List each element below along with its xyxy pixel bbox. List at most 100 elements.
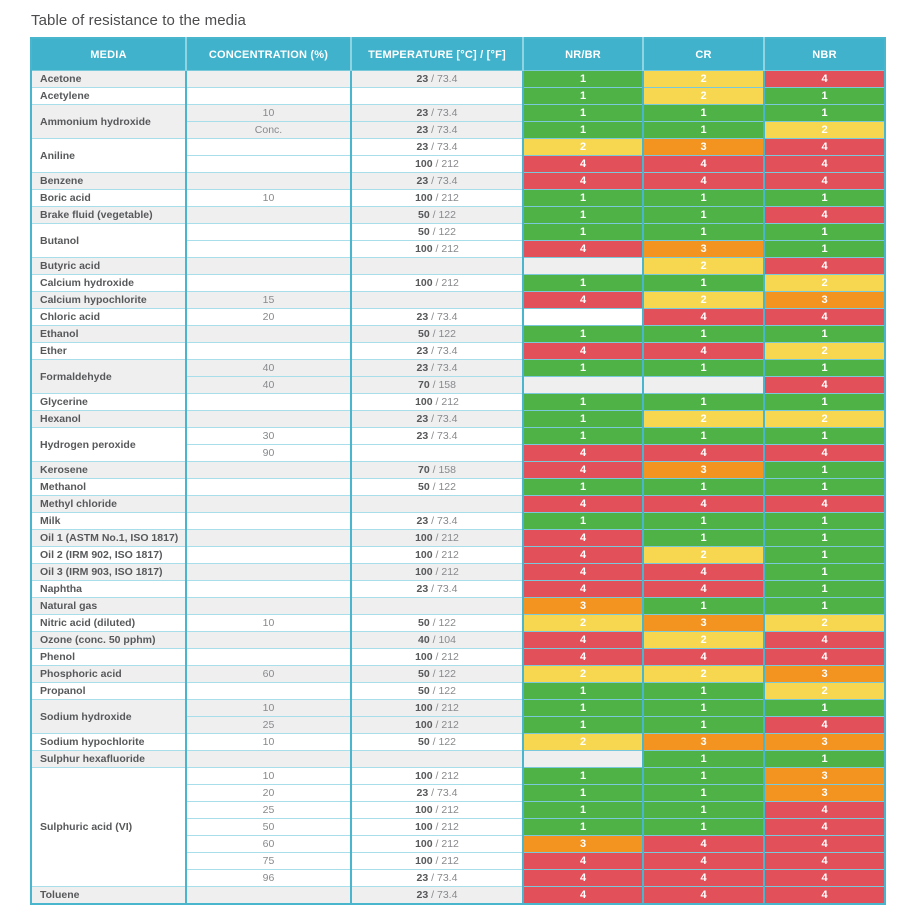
temperature-cell: 40 / 104: [351, 631, 524, 649]
rating-cell-nr-br: [523, 750, 644, 768]
table-row: 20 23 / 73.4 1 1 3: [31, 784, 885, 802]
temperature-cell: [351, 87, 524, 105]
table-row: Benzene 23 / 73.4 4 4 4: [31, 172, 885, 190]
temperature-cell: 100 / 212: [351, 852, 524, 870]
temperature-cell: 23 / 73.4: [351, 580, 524, 598]
rating-cell-cr: [643, 376, 765, 394]
rating-cell-nbr: 4: [764, 376, 885, 394]
table-row: Oil 3 (IRM 903, ISO 1817) 100 / 212 4 4 1: [31, 563, 885, 581]
table-row: 90 4 4 4: [31, 444, 885, 462]
rating-cell-nbr: 4: [764, 801, 885, 819]
rating-cell-cr: 2: [643, 410, 765, 428]
rating-cell-nbr: 4: [764, 852, 885, 870]
table-row: Glycerine 100 / 212 1 1 1: [31, 393, 885, 411]
rating-cell-cr: 1: [643, 189, 765, 207]
concentration-cell: [186, 529, 352, 547]
concentration-cell: [186, 393, 352, 411]
media-cell: Methyl chloride: [31, 495, 187, 513]
concentration-cell: [186, 886, 352, 905]
table-row: Naphtha 23 / 73.4 4 4 1: [31, 580, 885, 598]
temperature-cell: 23 / 73.4: [351, 342, 524, 360]
rating-cell-nbr: 1: [764, 580, 885, 598]
col-header-nr-br: NR/BR: [522, 38, 643, 71]
rating-cell-nr-br: 1: [523, 87, 644, 105]
concentration-cell: [186, 138, 352, 156]
rating-cell-nr-br: [523, 257, 644, 275]
rating-cell-cr: 4: [643, 580, 765, 598]
concentration-cell: [186, 223, 352, 241]
concentration-cell: [186, 597, 352, 615]
rating-cell-cr: 1: [643, 393, 765, 411]
concentration-cell: 10: [186, 189, 352, 207]
table-row: Nitric acid (diluted) 10 50 / 122 2 3 2: [31, 614, 885, 632]
rating-cell-cr: 1: [643, 274, 765, 292]
rating-cell-nbr: 4: [764, 257, 885, 275]
media-cell: Naphtha: [31, 580, 187, 598]
rating-cell-nr-br: 1: [523, 784, 644, 802]
temperature-cell: [351, 750, 524, 768]
col-header-concentration: CONCENTRATION (%): [185, 38, 351, 71]
concentration-cell: [186, 410, 352, 428]
rating-cell-nr-br: 3: [523, 835, 644, 853]
table-row: Sulphuric acid (VI) 10 100 / 212 1 1 3: [31, 767, 885, 887]
temperature-cell: 70 / 158: [351, 376, 524, 394]
table-row: Oil 2 (IRM 902, ISO 1817) 100 / 212 4 2 1: [31, 546, 885, 564]
rating-cell-nr-br: 4: [523, 529, 644, 547]
concentration-cell: 10: [186, 733, 352, 751]
media-cell: Sulphuric acid (VI): [31, 767, 187, 887]
temperature-cell: 100 / 212: [351, 801, 524, 819]
rating-cell-nbr: 1: [764, 223, 885, 241]
concentration-cell: [186, 563, 352, 581]
rating-cell-nbr: 4: [764, 835, 885, 853]
media-cell: Oil 3 (IRM 903, ISO 1817): [31, 563, 187, 581]
rating-cell-nbr: 1: [764, 87, 885, 105]
temperature-cell: 100 / 212: [351, 648, 524, 666]
rating-cell-nbr: 4: [764, 138, 885, 156]
rating-cell-nr-br: 1: [523, 274, 644, 292]
table-row: Sodium hypochlorite 10 50 / 122 2 3 3: [31, 733, 885, 751]
rating-cell-nbr: 1: [764, 546, 885, 564]
table-row: Methyl chloride 4 4 4: [31, 495, 885, 513]
concentration-cell: 60: [186, 835, 352, 853]
rating-cell-nr-br: 1: [523, 427, 644, 445]
concentration-cell: [186, 240, 352, 258]
concentration-cell: [186, 461, 352, 479]
table-row: Kerosene 70 / 158 4 3 1: [31, 461, 885, 479]
media-cell: Sodium hydroxide: [31, 699, 187, 734]
temperature-cell: 23 / 73.4: [351, 70, 524, 88]
table-row: Acetylene 1 2 1: [31, 87, 885, 105]
rating-cell-nr-br: 3: [523, 597, 644, 615]
table-row: Aniline 23 / 73.4 2 3 4: [31, 138, 885, 173]
rating-cell-nbr: 4: [764, 155, 885, 173]
media-cell: Oil 1 (ASTM No.1, ISO 1817): [31, 529, 187, 547]
table-row: Butanol 50 / 122 1 1 1: [31, 223, 885, 258]
rating-cell-nbr: 4: [764, 886, 885, 905]
temperature-cell: [351, 495, 524, 513]
rating-cell-nr-br: 1: [523, 121, 644, 139]
rating-cell-cr: 1: [643, 121, 765, 139]
media-cell: Ether: [31, 342, 187, 360]
media-cell: Milk: [31, 512, 187, 530]
temperature-cell: [351, 597, 524, 615]
rating-cell-nbr: 2: [764, 342, 885, 360]
temperature-cell: 100 / 212: [351, 563, 524, 581]
media-cell: Methanol: [31, 478, 187, 496]
temperature-cell: [351, 291, 524, 309]
rating-cell-cr: 4: [643, 869, 765, 887]
temperature-cell: 100 / 212: [351, 393, 524, 411]
concentration-cell: 10: [186, 699, 352, 717]
rating-cell-nbr: 1: [764, 427, 885, 445]
rating-cell-nbr: 1: [764, 240, 885, 258]
concentration-cell: 10: [186, 104, 352, 122]
rating-cell-nbr: 2: [764, 121, 885, 139]
rating-cell-nbr: 1: [764, 699, 885, 717]
table-row: Propanol 50 / 122 1 1 2: [31, 682, 885, 700]
concentration-cell: 96: [186, 869, 352, 887]
rating-cell-nr-br: 1: [523, 699, 644, 717]
rating-cell-nr-br: 1: [523, 410, 644, 428]
rating-cell-nbr: 1: [764, 104, 885, 122]
concentration-cell: 60: [186, 665, 352, 683]
temperature-cell: 50 / 122: [351, 733, 524, 751]
rating-cell-nr-br: 2: [523, 614, 644, 632]
temperature-cell: 50 / 122: [351, 682, 524, 700]
